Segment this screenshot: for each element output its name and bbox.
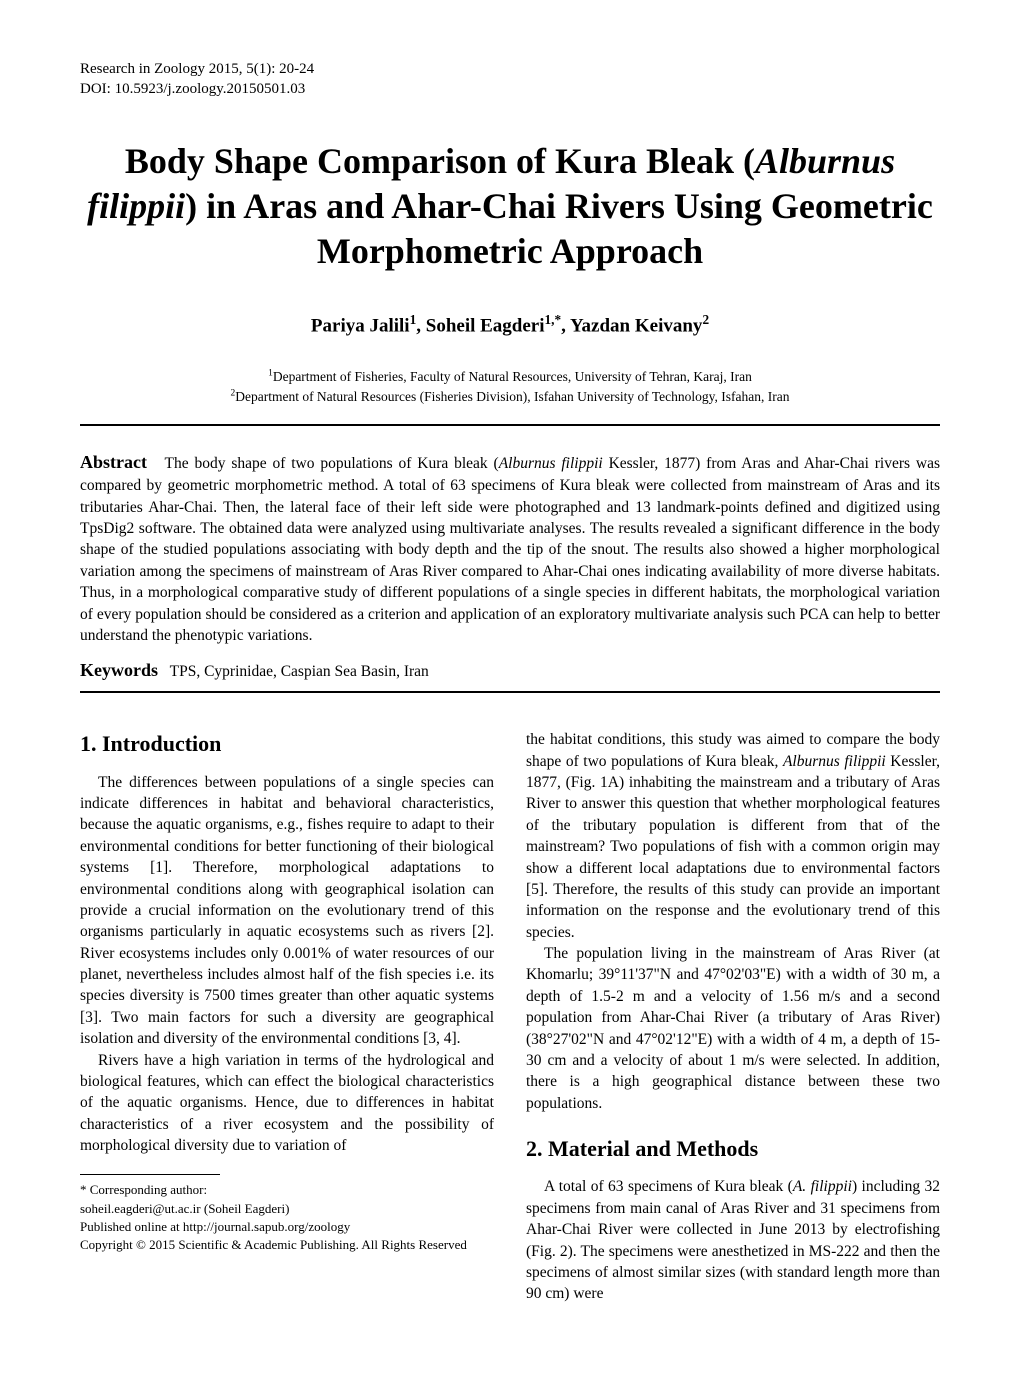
intro-heading: 1. Introduction	[80, 729, 494, 759]
two-column-body: 1. Introduction The differences between …	[80, 729, 940, 1304]
affiliations: 1Department of Fisheries, Faculty of Nat…	[80, 367, 940, 406]
methods-heading: 2. Material and Methods	[526, 1134, 940, 1164]
author-2-sup: 1,*	[545, 312, 562, 327]
methods-p1-italic: A. filippii	[793, 1178, 852, 1195]
footnotes: * Corresponding author: soheil.eagderi@u…	[80, 1181, 494, 1254]
header-meta: Research in Zoology 2015, 5(1): 20-24 DO…	[80, 60, 940, 99]
footnote-separator	[80, 1174, 220, 1175]
col2-p1-italic: Alburnus filippii	[783, 753, 886, 770]
paper-title: Body Shape Comparison of Kura Bleak (Alb…	[80, 139, 940, 274]
abstract-post: Kessler, 1877) from Aras and Ahar-Chai r…	[80, 455, 940, 643]
col2-paragraph-2: The population living in the mainstream …	[526, 943, 940, 1114]
column-right: the habitat conditions, this study was a…	[526, 729, 940, 1304]
abstract-italic: Alburnus filippii	[499, 455, 603, 472]
author-1-sup: 1	[410, 312, 417, 327]
methods-p1-pre: A total of 63 specimens of Kura bleak (	[544, 1178, 793, 1195]
author-3-sup: 2	[702, 312, 709, 327]
divider-top	[80, 424, 940, 426]
keywords-label: Keywords	[80, 660, 158, 680]
corresponding-author-label: * Corresponding author:	[80, 1181, 494, 1199]
keywords-text: TPS, Cyprinidae, Caspian Sea Basin, Iran	[170, 663, 429, 680]
methods-p1-post: ) including 32 specimens from main canal…	[526, 1178, 940, 1302]
journal-line: Research in Zoology 2015, 5(1): 20-24	[80, 60, 940, 80]
affiliation-2: 2Department of Natural Resources (Fisher…	[80, 387, 940, 407]
col2-paragraph-1: the habitat conditions, this study was a…	[526, 729, 940, 943]
divider-bottom	[80, 691, 940, 693]
author-3: Yazdan Keivany	[570, 315, 703, 336]
abstract-pre: The body shape of two populations of Kur…	[165, 455, 499, 472]
abstract-block: Abstract The body shape of two populatio…	[80, 450, 940, 646]
abstract-label: Abstract	[80, 452, 147, 472]
authors-line: Pariya Jalili1, Soheil Eagderi1,*, Yazda…	[80, 312, 940, 337]
aff-1-text: Department of Fisheries, Faculty of Natu…	[273, 369, 752, 384]
copyright-line: Copyright © 2015 Scientific & Academic P…	[80, 1236, 494, 1254]
aff-2-text: Department of Natural Resources (Fisheri…	[235, 389, 789, 404]
keywords-block: Keywords TPS, Cyprinidae, Caspian Sea Ba…	[80, 660, 940, 681]
column-left: 1. Introduction The differences between …	[80, 729, 494, 1304]
title-post: ) in Aras and Ahar-Chai Rivers Using Geo…	[185, 186, 933, 271]
corresponding-email: soheil.eagderi@ut.ac.ir (Soheil Eagderi)	[80, 1200, 494, 1218]
intro-paragraph-1: The differences between populations of a…	[80, 772, 494, 1050]
title-pre: Body Shape Comparison of Kura Bleak (	[125, 141, 755, 181]
author-1: Pariya Jalili	[311, 315, 410, 336]
author-2: Soheil Eagderi	[426, 315, 545, 336]
affiliation-1: 1Department of Fisheries, Faculty of Nat…	[80, 367, 940, 387]
doi-line: DOI: 10.5923/j.zoology.20150501.03	[80, 80, 940, 100]
col2-p1-post: Kessler, 1877, (Fig. 1A) inhabiting the …	[526, 753, 940, 941]
methods-paragraph-1: A total of 63 specimens of Kura bleak (A…	[526, 1176, 940, 1304]
intro-paragraph-2: Rivers have a high variation in terms of…	[80, 1050, 494, 1157]
published-online: Published online at http://journal.sapub…	[80, 1218, 494, 1236]
